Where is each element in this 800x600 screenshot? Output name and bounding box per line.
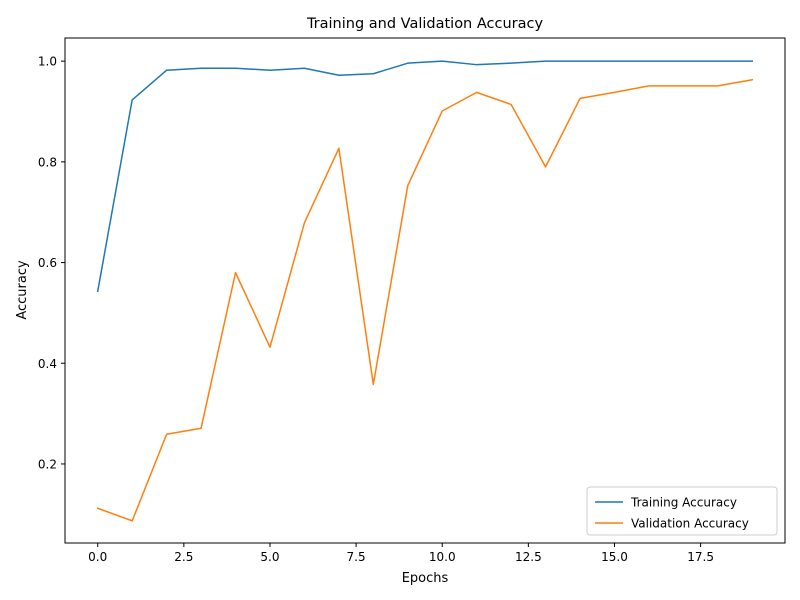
- data-point: [440, 109, 444, 113]
- data-point: [302, 66, 306, 70]
- data-point: [544, 59, 548, 63]
- plot-area-frame: [64, 37, 786, 544]
- chart-title: Training and Validation Accuracy: [306, 16, 544, 32]
- data-point: [234, 66, 238, 70]
- series-line: [96, 60, 754, 293]
- data-point: [750, 78, 754, 82]
- y-tick-label: 0.6: [38, 256, 57, 270]
- y-tick-label: 1.0: [38, 55, 57, 69]
- data-point: [165, 68, 169, 72]
- data-point: [440, 59, 444, 63]
- data-point: [716, 59, 720, 63]
- data-point: [750, 59, 754, 63]
- y-tick-label: 0.4: [38, 357, 57, 371]
- data-point: [509, 102, 513, 106]
- data-point: [612, 59, 616, 63]
- data-point: [509, 61, 513, 65]
- data-point: [371, 382, 375, 386]
- y-tick-label: 0.2: [38, 457, 57, 471]
- x-tick-label: 10.0: [429, 550, 456, 564]
- data-point: [268, 68, 272, 72]
- data-point: [96, 289, 100, 293]
- data-point: [268, 345, 272, 349]
- y-axis-label: Accuracy: [15, 260, 30, 320]
- y-tick-label: 0.8: [38, 155, 57, 169]
- data-point: [234, 271, 238, 275]
- data-point: [130, 519, 134, 523]
- data-point: [165, 432, 169, 436]
- series-validation-accuracy: [96, 78, 754, 523]
- data-point: [544, 165, 548, 169]
- legend-box: [586, 486, 778, 536]
- data-point: [681, 59, 685, 63]
- data-point: [337, 73, 341, 77]
- legend-label: Validation Accuracy: [631, 517, 749, 531]
- data-point: [302, 221, 306, 225]
- x-axis-label: Epochs: [402, 571, 449, 586]
- data-point: [371, 72, 375, 76]
- x-tick-label: 17.5: [687, 550, 714, 564]
- x-tick-label: 0.0: [88, 550, 107, 564]
- data-point: [475, 63, 479, 67]
- series-line: [96, 78, 754, 522]
- data-point: [716, 84, 720, 88]
- x-tick-label: 5.0: [260, 550, 279, 564]
- data-point: [612, 90, 616, 94]
- data-point: [406, 184, 410, 188]
- data-point: [337, 146, 341, 150]
- data-point: [406, 61, 410, 65]
- x-tick-label: 2.5: [174, 550, 193, 564]
- data-point: [647, 59, 651, 63]
- x-axis-ticks: 0.0 2.5 5.0 7.5 10.0 12.5 15.0 17.5: [88, 543, 714, 564]
- data-point: [647, 84, 651, 88]
- series-layer: [96, 59, 754, 523]
- x-tick-label: 12.5: [515, 550, 542, 564]
- legend-label: Training Accuracy: [630, 496, 737, 510]
- data-point: [130, 98, 134, 102]
- data-point: [475, 90, 479, 94]
- data-point: [96, 506, 100, 510]
- data-point: [578, 96, 582, 100]
- y-axis-ticks: 0.2 0.4 0.6 0.8 1.0: [38, 55, 65, 471]
- x-tick-label: 15.0: [601, 550, 628, 564]
- data-point: [199, 426, 203, 430]
- data-point: [681, 84, 685, 88]
- x-tick-label: 7.5: [347, 550, 366, 564]
- series-training-accuracy: [96, 59, 754, 293]
- data-point: [578, 59, 582, 63]
- data-point: [199, 66, 203, 70]
- legend: Training Accuracy Validation Accuracy: [586, 486, 778, 536]
